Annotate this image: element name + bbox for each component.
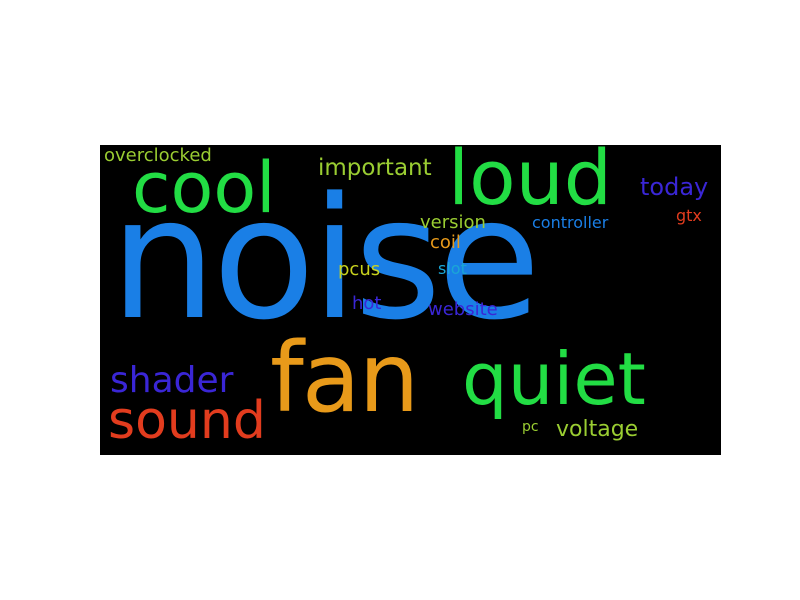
word-gtx: gtx (676, 206, 702, 225)
word-today: today (640, 173, 709, 201)
word-cloud: noise cool loud fan quiet sound shader i… (100, 145, 721, 455)
word-loud: loud (448, 145, 613, 222)
word-shader: shader (110, 360, 234, 401)
word-hot: hot (352, 293, 382, 314)
word-voltage: voltage (556, 417, 639, 442)
word-slot: slot (438, 259, 467, 278)
word-version: version (420, 212, 486, 233)
word-important: important (318, 155, 432, 181)
word-fan: fan (270, 322, 419, 434)
word-coil: coil (430, 232, 461, 253)
word-website: website (428, 299, 498, 320)
word-cool: cool (132, 147, 276, 229)
word-overclocked: overclocked (104, 145, 212, 166)
word-controller: controller (532, 213, 609, 232)
word-noise: noise (110, 161, 541, 357)
word-sound: sound (108, 391, 266, 451)
word-pcus: pcus (338, 259, 381, 280)
word-pc: pc (522, 419, 539, 435)
word-quiet: quiet (462, 337, 646, 421)
